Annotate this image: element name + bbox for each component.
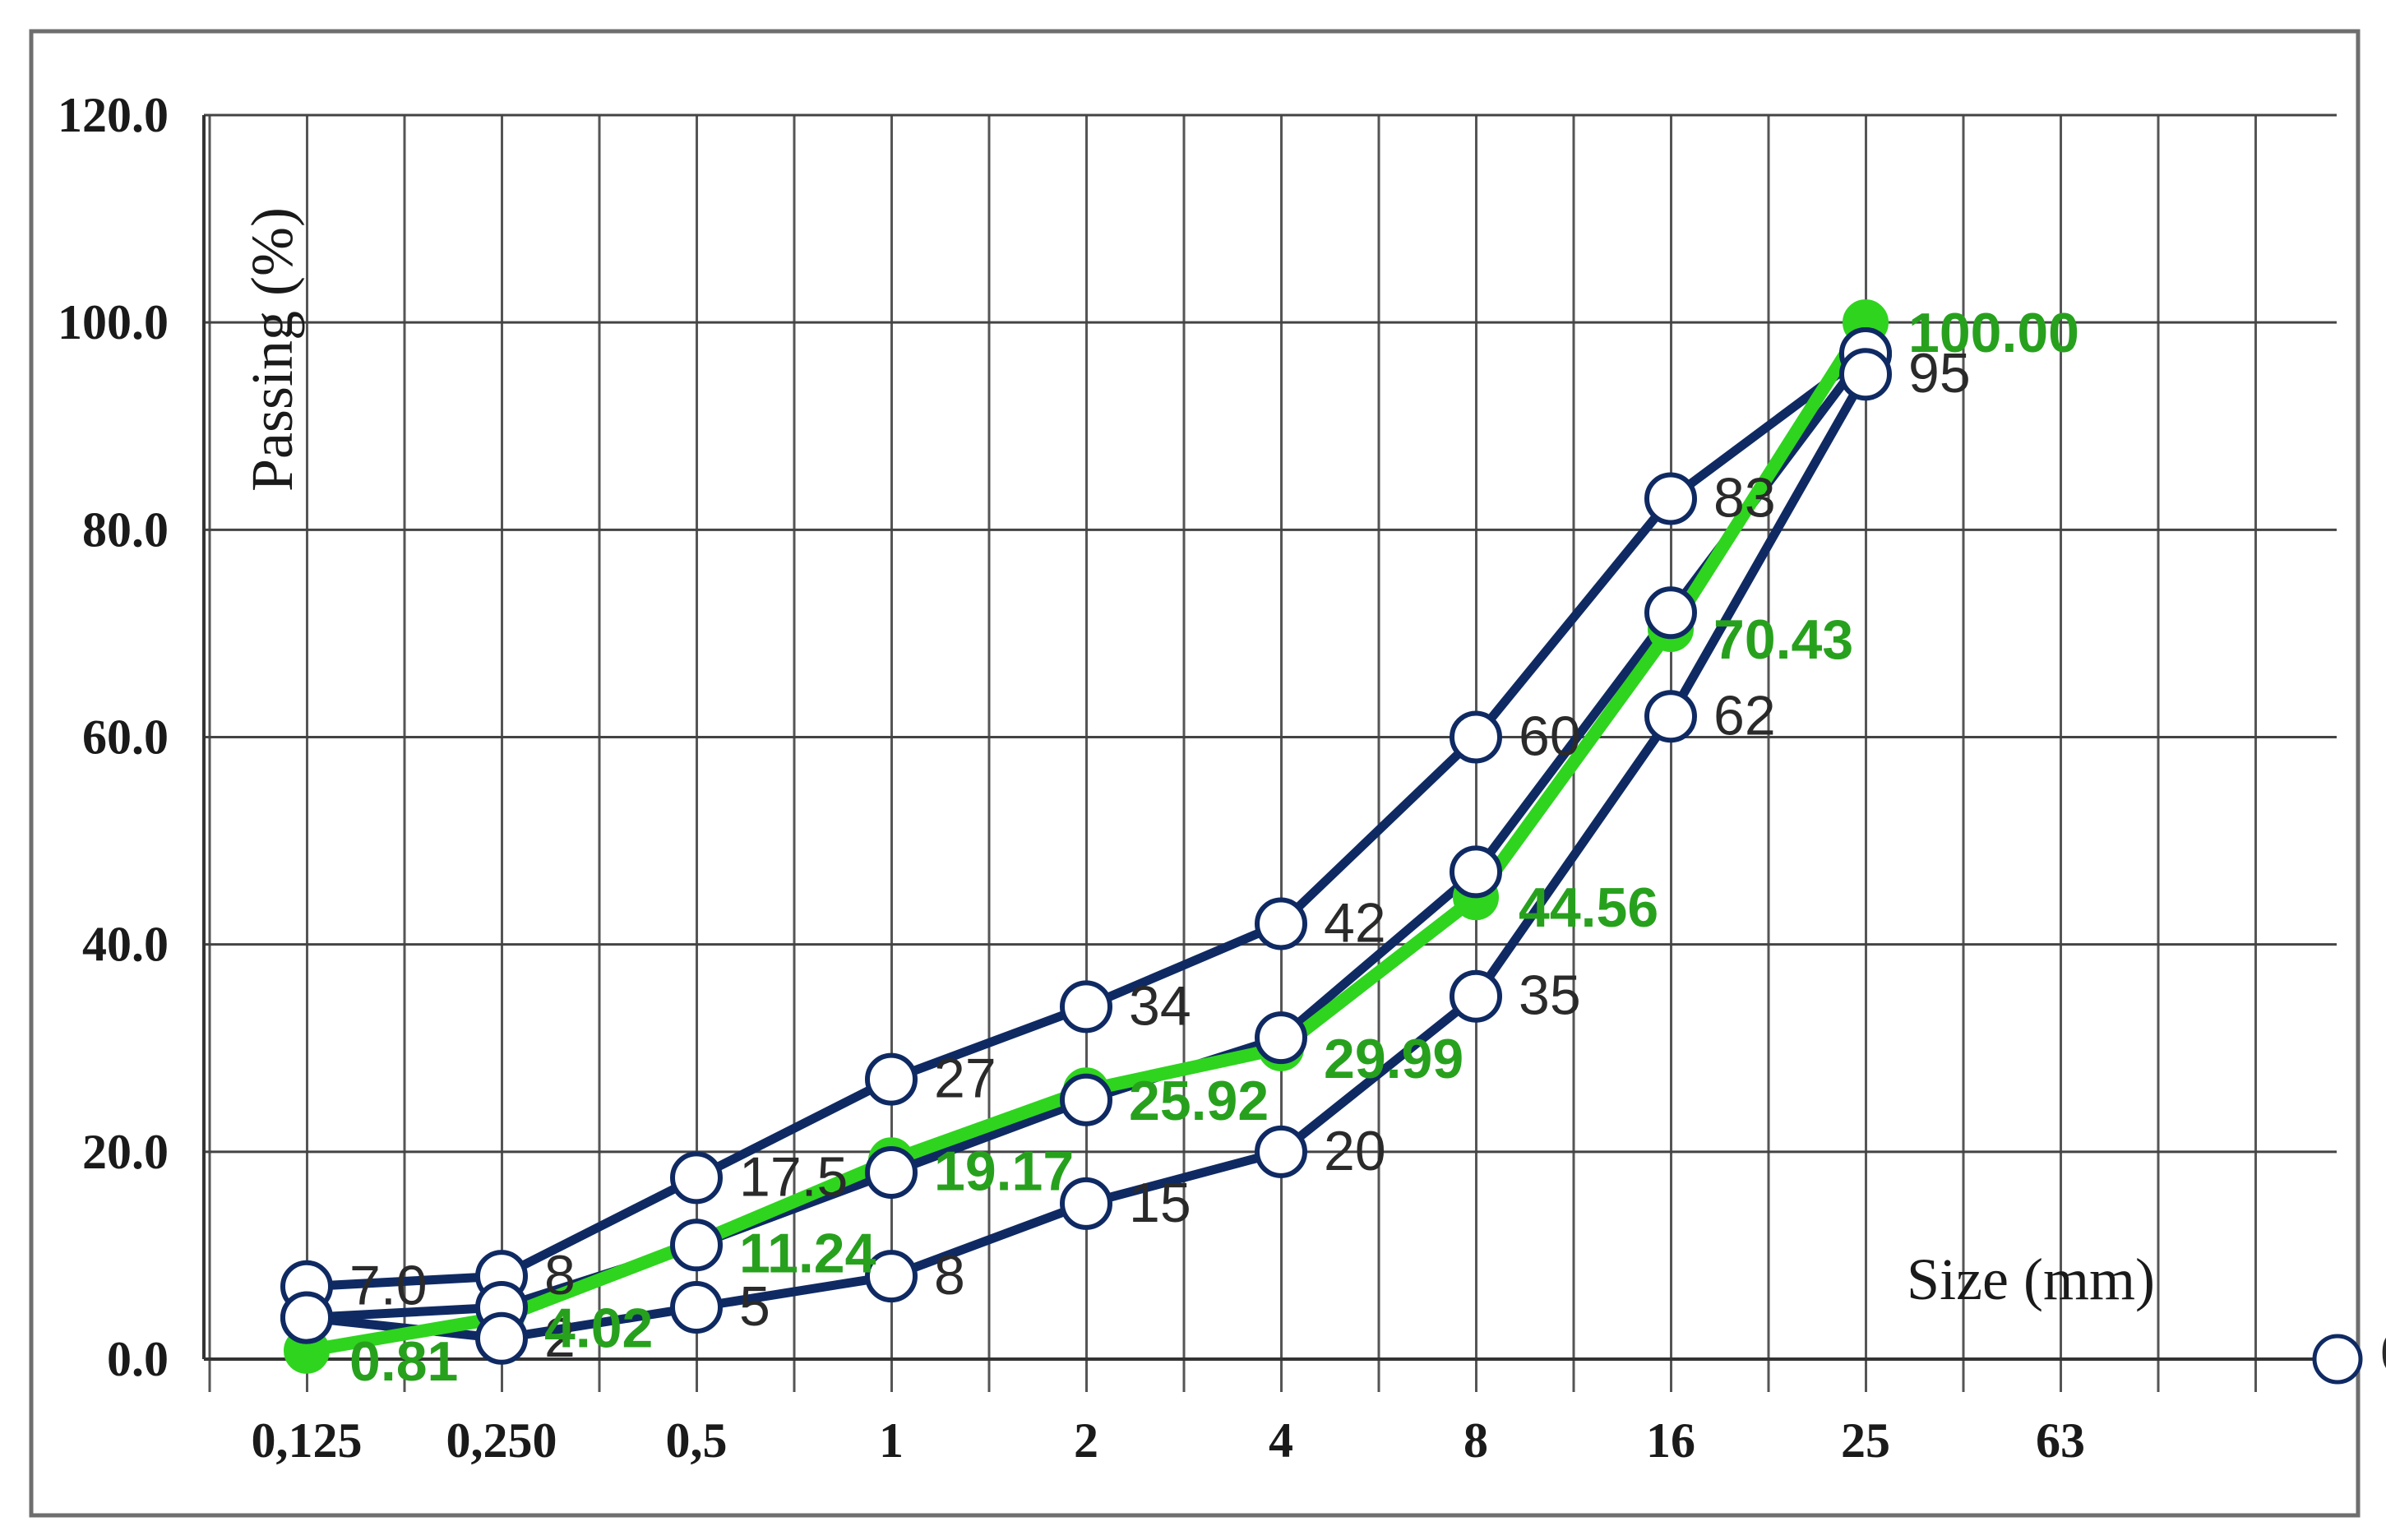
gradation-point — [1450, 710, 1502, 764]
data-label: 44.56 — [1519, 876, 1658, 939]
x-tick-label: 4 — [1269, 1413, 1293, 1468]
extra-point-label: 0 — [2380, 1322, 2386, 1385]
data-label: 34 — [1129, 974, 1191, 1037]
y-tick-label: 100.0 — [58, 295, 169, 349]
axes — [202, 115, 2337, 1361]
y-tick-labels: 0.0 20.0 40.0 60.0 80.0 100.0 120.0 — [58, 88, 169, 1386]
chart-frame — [29, 29, 2361, 1518]
data-label: 20 — [1324, 1120, 1386, 1182]
data-label: 5 — [739, 1275, 770, 1338]
gradation-point — [1060, 1073, 1112, 1126]
x-tick-label: 0,250 — [446, 1413, 557, 1468]
y-tick-label: 40.0 — [82, 918, 169, 972]
gradation-point — [1644, 472, 1697, 525]
y-tick-label: 0.0 — [107, 1332, 169, 1386]
gradation-point — [1060, 980, 1112, 1034]
data-label: 95 — [1908, 342, 1971, 405]
x-tick-label: 25 — [1841, 1413, 1890, 1468]
data-label: 17.5 — [739, 1145, 848, 1208]
data-label: 25.92 — [1129, 1070, 1269, 1132]
x-tick-label: 1 — [879, 1413, 904, 1468]
data-label: 8 — [934, 1244, 965, 1306]
gradation-point — [670, 1151, 723, 1205]
extra-point — [2312, 1334, 2363, 1385]
gradation-point — [1450, 845, 1502, 899]
gradation-point — [1644, 586, 1697, 640]
data-label: 8 — [544, 1244, 576, 1306]
x-tick-label: 16 — [1646, 1413, 1695, 1468]
x-tick-labels: 0,125 0,250 0,5 1 2 4 8 16 25 63 — [252, 1413, 2086, 1468]
gradation-point — [865, 1146, 918, 1200]
gradation-point — [865, 1052, 918, 1106]
data-label: 70.43 — [1713, 608, 1853, 671]
data-label: 15 — [1129, 1172, 1191, 1234]
data-label: 11.24 — [739, 1222, 876, 1284]
gradation-point — [1450, 969, 1502, 1023]
gradation-point — [865, 1250, 918, 1303]
x-tick-label: 8 — [1464, 1413, 1488, 1468]
gradation-point — [1644, 690, 1697, 743]
x-axis-title: Size (mm) — [1907, 1246, 2155, 1312]
gradation-point — [475, 1311, 528, 1365]
data-label: 7.0 — [349, 1255, 428, 1317]
x-tick-label: 0,125 — [252, 1413, 363, 1468]
data-label: 4.02 — [544, 1297, 653, 1359]
x-tick-label: 63 — [2036, 1413, 2085, 1468]
y-tick-label: 80.0 — [82, 502, 169, 557]
x-tick-label: 0,5 — [666, 1413, 728, 1468]
gradation-point — [1060, 1177, 1112, 1230]
y-tick-label: 120.0 — [58, 88, 169, 142]
data-label: 62 — [1713, 684, 1776, 747]
gradation-point — [1255, 1011, 1307, 1065]
gradation-point — [670, 1219, 723, 1272]
data-label: 35 — [1519, 964, 1581, 1027]
gradation-point — [670, 1280, 723, 1334]
gradation-point — [1255, 897, 1307, 950]
data-label: 60 — [1519, 705, 1581, 768]
gradation-point — [1839, 348, 1892, 401]
y-tick-label: 20.0 — [82, 1125, 169, 1179]
data-label: 42 — [1324, 891, 1386, 954]
x-tick-label: 2 — [1074, 1413, 1098, 1468]
data-label: 19.17 — [934, 1140, 1074, 1202]
y-axis-title: Passing (%) — [239, 207, 305, 492]
data-label: 100.00 — [1908, 302, 2079, 364]
gradation-point — [280, 1291, 333, 1344]
data-label: 83 — [1713, 467, 1776, 530]
gradation-point — [1255, 1125, 1307, 1178]
data-labels: 7.0 8 17.5 27 34 42 60 83 2 5 8 15 20 35 62 95 0.81 4.02 1… — [349, 302, 2386, 1393]
data-label: 0.81 — [349, 1330, 458, 1393]
data-label: 29.99 — [1324, 1028, 1464, 1090]
y-tick-label: 60.0 — [82, 710, 169, 765]
data-label: 2 — [544, 1306, 576, 1369]
data-label: 27 — [934, 1047, 996, 1110]
series — [280, 299, 2363, 1385]
